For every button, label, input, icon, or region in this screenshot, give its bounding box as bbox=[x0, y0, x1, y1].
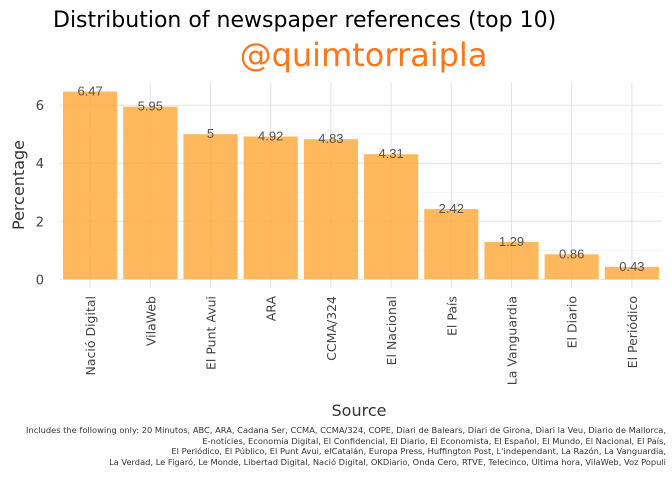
x-tick-label: VilaWeb bbox=[143, 296, 158, 346]
x-tick-label: La Vanguardia bbox=[505, 296, 520, 385]
x-tick-label: El Periódico bbox=[625, 296, 640, 368]
x-tick-label: El Diario bbox=[565, 296, 580, 348]
bar bbox=[364, 154, 419, 280]
bar-value-label: 4.83 bbox=[318, 131, 343, 146]
x-tick-label: El Punt Avui bbox=[204, 296, 219, 370]
x-tick-label: El Nacional bbox=[384, 296, 399, 365]
y-axis-label: Percentage bbox=[9, 140, 28, 230]
bar-value-label: 4.92 bbox=[258, 129, 283, 144]
bar bbox=[303, 139, 358, 280]
bar bbox=[544, 254, 599, 280]
x-tick-label: Nació Digital bbox=[83, 296, 98, 376]
x-ticks-layer: Nació Digital VilaWeb El Punt Avui ARA CCMA/… bbox=[83, 296, 640, 386]
bar bbox=[123, 106, 178, 280]
caption: Includes the following only: 20 Minutos,… bbox=[26, 425, 666, 467]
bar bbox=[424, 209, 479, 280]
bar bbox=[243, 136, 298, 280]
bar-value-label: 1.29 bbox=[499, 234, 524, 249]
bar-value-label: 4.31 bbox=[378, 146, 403, 161]
bar bbox=[63, 91, 118, 280]
bar-value-label: 6.47 bbox=[77, 84, 102, 99]
y-tick-label: 4 bbox=[36, 157, 44, 172]
bar-value-label: 2.42 bbox=[439, 201, 464, 216]
labels-layer: 6.47 5.95 5 4.92 4.83 4.31 2.42 1.29 0.86 0.43 bbox=[77, 84, 644, 274]
bars-layer bbox=[63, 91, 659, 280]
y-tick-label: 6 bbox=[36, 99, 44, 114]
y-ticks-layer: 0 2 4 6 bbox=[36, 99, 44, 288]
y-tick-label: 0 bbox=[36, 273, 44, 288]
x-tick-label: El País bbox=[444, 296, 459, 336]
bar bbox=[604, 266, 659, 280]
x-tick-label: ARA bbox=[264, 296, 279, 322]
bar-chart: 6.47 5.95 5 4.92 4.83 4.31 2.42 1.29 0.86 0.43 0 2… bbox=[9, 82, 662, 420]
bar-value-label: 5 bbox=[207, 126, 214, 141]
bar-value-label: 0.43 bbox=[619, 259, 644, 274]
bar-value-label: 5.95 bbox=[138, 99, 163, 114]
bar-value-label: 0.86 bbox=[559, 246, 584, 261]
x-axis-label: Source bbox=[332, 401, 387, 420]
chart-subtitle: @quimtorraipla bbox=[239, 36, 488, 74]
caption-line: La Verdad, Le Figaró, Le Monde, Libertad… bbox=[109, 456, 666, 467]
bar bbox=[484, 241, 539, 280]
caption-line: El Periódico, El Público, El Punt Avui, … bbox=[171, 446, 666, 456]
caption-line: Includes the following only: 20 Minutos,… bbox=[26, 425, 667, 435]
x-tick-label: CCMA/324 bbox=[324, 296, 339, 361]
caption-line: E-notícies, Economia Digital, El Confide… bbox=[202, 435, 666, 446]
bar bbox=[183, 134, 238, 280]
y-tick-label: 2 bbox=[36, 215, 44, 230]
chart-title: Distribution of newspaper references (to… bbox=[53, 8, 557, 33]
